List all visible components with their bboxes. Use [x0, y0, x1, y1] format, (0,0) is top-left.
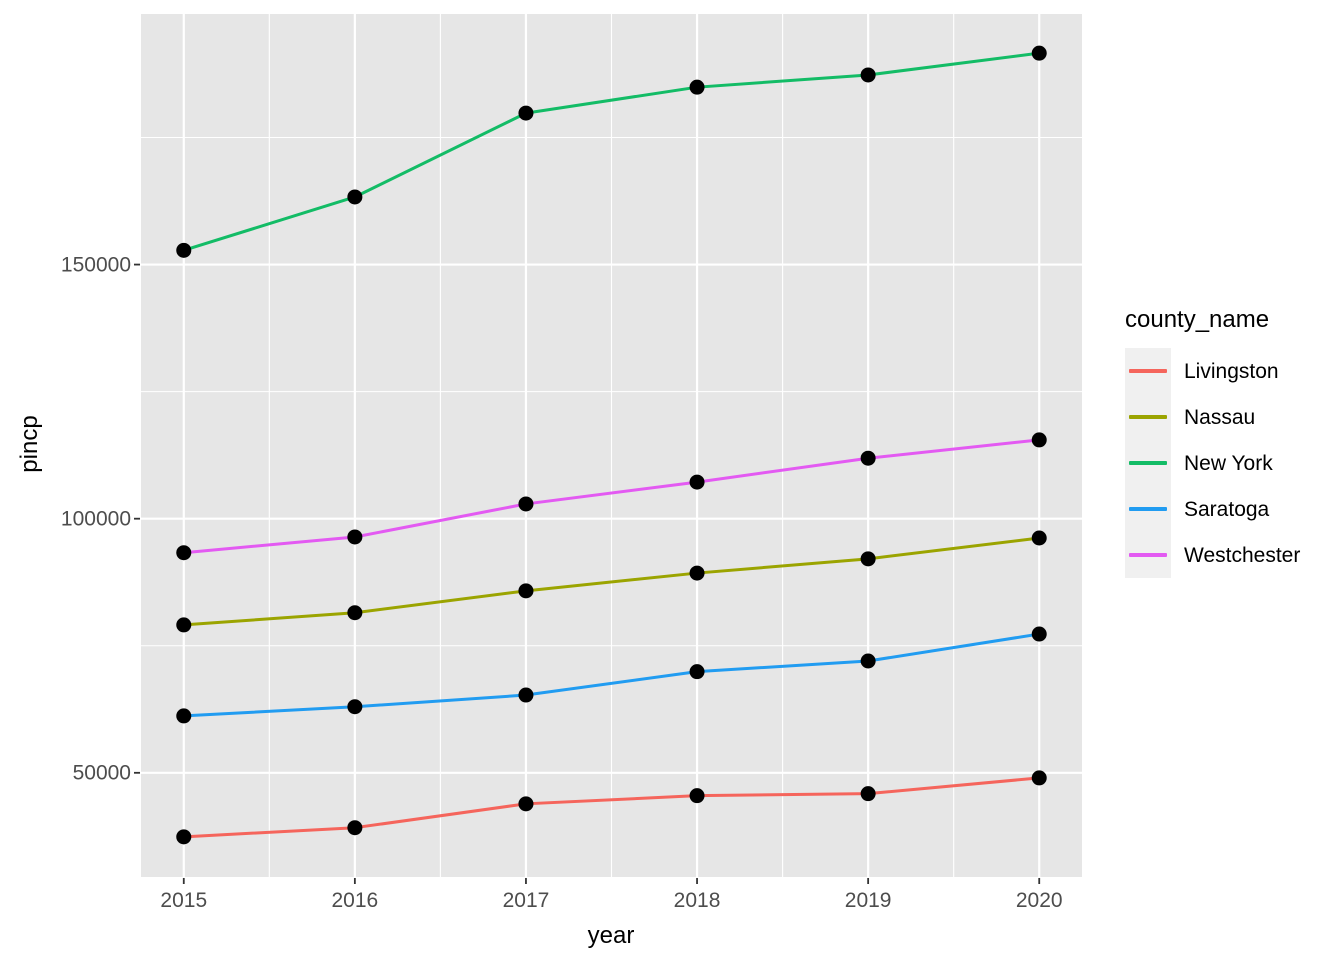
legend-title: county_name — [1125, 306, 1270, 333]
legend-label: Livingston — [1184, 359, 1279, 383]
data-point — [1031, 770, 1047, 786]
data-point — [347, 605, 363, 621]
legend-key — [1125, 486, 1171, 532]
data-point — [860, 786, 876, 802]
data-point — [347, 820, 363, 836]
y-axis-title: pincp — [16, 415, 43, 473]
legend-key — [1125, 440, 1171, 486]
legend-key-line-icon — [1129, 415, 1167, 419]
legend-key — [1125, 394, 1171, 440]
y-tick-label: 150000 — [60, 253, 131, 277]
data-point — [689, 788, 705, 804]
data-point — [518, 496, 534, 512]
data-point — [689, 474, 705, 490]
data-point — [860, 450, 876, 466]
data-point — [176, 708, 192, 724]
series-line-nassau — [182, 536, 1041, 627]
data-point — [347, 189, 363, 205]
legend-label: Nassau — [1184, 405, 1256, 429]
series-line-livingston — [182, 776, 1041, 839]
legend-label: New York — [1184, 451, 1273, 475]
data-point — [860, 653, 876, 669]
data-point — [1031, 626, 1047, 642]
data-point — [689, 565, 705, 581]
data-point — [1031, 432, 1047, 448]
legend-item-livingston: Livingston — [1125, 348, 1300, 394]
data-point — [347, 529, 363, 545]
data-point — [518, 105, 534, 121]
data-point — [689, 79, 705, 95]
x-tick-label: 2017 — [502, 889, 550, 912]
data-point — [518, 796, 534, 812]
legend-items: Livingston Nassau New York Saratoga Westches… — [1125, 348, 1300, 578]
x-tick-label: 2019 — [844, 889, 892, 912]
legend-key-line-icon — [1129, 553, 1167, 557]
x-tick-label: 2016 — [331, 889, 379, 912]
legend-key-line-icon — [1129, 369, 1167, 373]
data-point — [176, 617, 192, 633]
series-line-new-york — [182, 51, 1041, 252]
data-point — [1031, 45, 1047, 61]
legend-item-new-york: New York — [1125, 440, 1300, 486]
legend: county_name Livingston Nassau New York Sara… — [1125, 308, 1300, 578]
data-point — [689, 664, 705, 680]
x-axis-title: year — [587, 922, 635, 949]
legend-item-nassau: Nassau — [1125, 394, 1300, 440]
data-point — [518, 583, 534, 599]
data-point — [860, 551, 876, 567]
y-tick-label: 100000 — [60, 507, 131, 531]
legend-key — [1125, 532, 1171, 578]
legend-item-westchester: Westchester — [1125, 532, 1300, 578]
legend-key-line-icon — [1129, 507, 1167, 511]
x-tick-label: 2020 — [1015, 889, 1063, 912]
x-tick-label: 2018 — [673, 889, 721, 912]
data-point — [176, 242, 192, 258]
series-line-saratoga — [182, 632, 1041, 718]
data-point — [347, 699, 363, 715]
data-point — [860, 67, 876, 83]
legend-label: Westchester — [1184, 543, 1301, 567]
data-point — [518, 687, 534, 703]
legend-label: Saratoga — [1184, 497, 1270, 521]
x-tick-label: 2015 — [160, 889, 208, 912]
data-point — [1031, 530, 1047, 546]
legend-key-line-icon — [1129, 461, 1167, 465]
legend-key — [1125, 348, 1171, 394]
series-line-westchester — [182, 438, 1041, 555]
legend-item-saratoga: Saratoga — [1125, 486, 1300, 532]
y-tick-label: 50000 — [72, 761, 131, 785]
data-point — [176, 545, 192, 561]
data-point — [176, 829, 192, 845]
